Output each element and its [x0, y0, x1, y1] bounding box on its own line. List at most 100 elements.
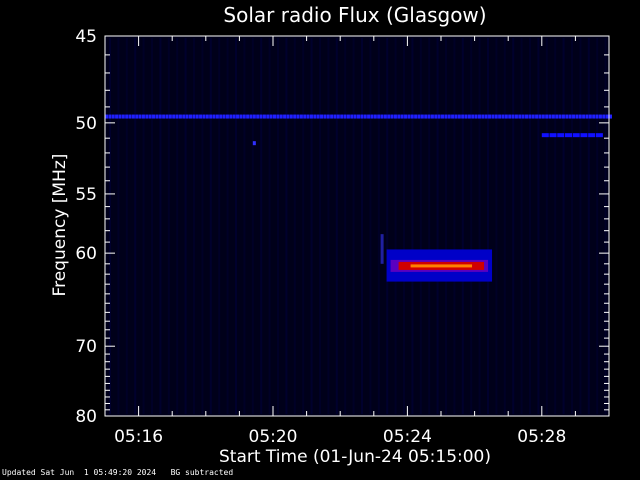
interference-dot	[575, 114, 579, 119]
interference-dot	[138, 114, 142, 119]
interference-dot	[397, 114, 401, 119]
interference-dot	[118, 114, 122, 119]
background-streak	[587, 38, 590, 414]
interference-dot	[414, 114, 418, 119]
background-streak	[487, 38, 489, 414]
interference-dot	[145, 114, 149, 119]
interference-dot	[343, 114, 347, 119]
interference-dot	[477, 114, 481, 119]
interference-dot	[393, 114, 397, 119]
interference-dot	[404, 114, 408, 119]
background-streak	[277, 38, 279, 414]
background-streak	[251, 38, 254, 414]
background-streak	[109, 38, 111, 414]
interference-dot	[296, 114, 300, 119]
interference-dot	[185, 114, 189, 119]
x-tick-label: 05:28	[517, 427, 566, 447]
background-streak	[293, 38, 296, 414]
interference-dot	[474, 114, 478, 119]
interference-dot	[367, 114, 371, 119]
interference-dot	[286, 114, 290, 119]
background-streak	[361, 38, 363, 414]
background-streak	[125, 38, 128, 414]
interference-dot	[225, 114, 229, 119]
interference-dot	[273, 114, 276, 119]
interference-dot	[598, 114, 602, 119]
interference-dot	[259, 114, 263, 119]
interference-dot	[242, 114, 246, 119]
chart-title: Solar radio Flux (Glasgow)	[223, 3, 486, 27]
y-tick-label: 80	[75, 407, 97, 427]
interference-dot	[131, 114, 135, 119]
background-streak	[235, 38, 237, 414]
bg-note: BG subtracted	[170, 468, 234, 477]
interference-dot	[363, 114, 367, 119]
interference-dot	[467, 114, 471, 119]
background-streak	[142, 38, 145, 414]
background-streak	[478, 38, 481, 414]
interference-dot	[269, 114, 273, 119]
background-streak	[218, 38, 221, 414]
interference-dot	[558, 114, 562, 119]
interference-dot	[205, 114, 209, 119]
noise-speck	[252, 141, 256, 146]
interference-dot	[407, 114, 411, 119]
background-streak	[285, 38, 288, 414]
interference-dot	[239, 114, 243, 119]
interference-dot	[108, 114, 112, 119]
background-streak	[403, 38, 405, 414]
interference-dot	[488, 114, 492, 119]
heatmap-layer	[105, 38, 612, 414]
interference-dot	[561, 114, 565, 119]
interference-dot	[303, 114, 307, 119]
background-streak	[159, 38, 162, 414]
interference-dot	[501, 114, 505, 119]
background-streak	[495, 38, 498, 414]
interference-dot	[262, 114, 266, 119]
background-streak	[193, 38, 195, 414]
interference-dot	[246, 114, 250, 119]
interference-dot	[229, 114, 233, 119]
interference-dot	[565, 114, 569, 119]
interference-dash	[549, 133, 557, 138]
interference-dot	[525, 114, 528, 119]
interference-dot	[192, 114, 196, 119]
interference-dot	[212, 114, 216, 119]
interference-dot	[320, 114, 324, 119]
background-streak	[562, 38, 565, 414]
background-streak	[554, 38, 557, 414]
background-streak	[310, 38, 313, 414]
interference-dot	[115, 114, 119, 119]
x-tick-label: 05:24	[383, 427, 432, 447]
interference-dot	[279, 114, 283, 119]
interference-dot	[168, 114, 172, 119]
background-streak	[209, 38, 212, 414]
background-streak	[377, 38, 380, 414]
background-streak	[302, 38, 305, 414]
interference-dot	[232, 114, 236, 119]
background-streak	[470, 38, 473, 414]
interference-dot	[249, 114, 253, 119]
y-tick-label: 60	[75, 244, 97, 264]
background-streak	[319, 38, 321, 414]
interference-dot	[511, 114, 515, 119]
interference-dot	[158, 114, 162, 119]
interference-dot	[199, 114, 203, 119]
interference-dot	[471, 114, 475, 119]
interference-dot	[333, 114, 337, 119]
background-streak	[529, 38, 531, 414]
interference-dot	[357, 114, 360, 119]
interference-dot	[178, 114, 182, 119]
footer: Updated Sat Jun 1 05:49:20 2024 BG subtr…	[2, 468, 233, 477]
y-tick-label: 50	[75, 114, 97, 134]
background-streak	[386, 38, 389, 414]
interference-dot	[289, 114, 293, 119]
interference-dot	[215, 114, 219, 119]
x-axis-label: Start Time (01-Jun-24 05:15:00)	[219, 447, 491, 467]
interference-dot	[299, 114, 303, 119]
interference-dot	[313, 114, 317, 119]
interference-dot	[464, 114, 468, 119]
updated-text: Updated Sat Jun 1 05:49:20 2024	[2, 468, 157, 477]
interference-dot	[588, 114, 592, 119]
interference-dot	[531, 114, 535, 119]
